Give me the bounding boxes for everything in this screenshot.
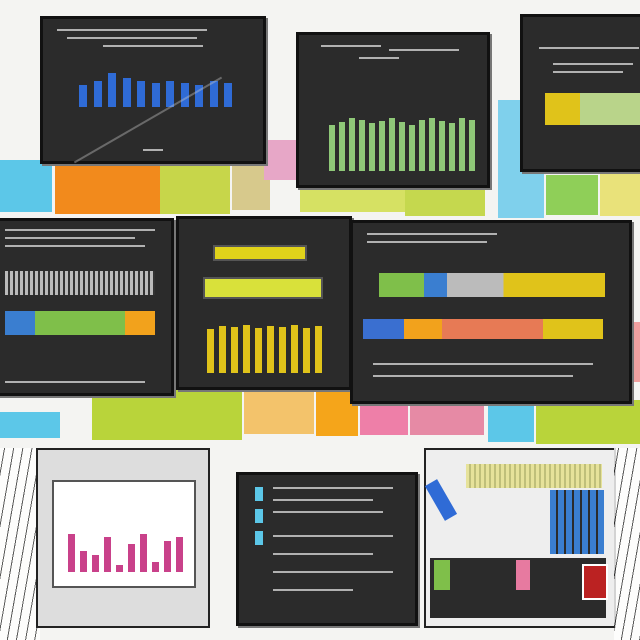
green-bar-group (329, 105, 479, 171)
bar (279, 327, 286, 373)
bar (224, 83, 233, 107)
bar (152, 561, 159, 572)
bar (369, 123, 375, 171)
gray-striped-bars (5, 271, 155, 295)
mid-center-chart-panel (176, 216, 352, 390)
bottom-right-chart-strip (466, 464, 602, 488)
orange-block (55, 162, 160, 214)
pink-block-top (264, 140, 298, 180)
bar (267, 326, 274, 373)
bar (469, 119, 475, 171)
bar (92, 554, 99, 572)
bar (195, 85, 204, 107)
multi-color-strip-bottom (363, 319, 603, 339)
bar (243, 325, 250, 373)
bar (449, 123, 455, 171)
bar (176, 537, 183, 572)
right-column-bars (550, 490, 604, 554)
bar (389, 118, 395, 171)
bar (128, 544, 135, 572)
lime-block-3 (405, 190, 485, 216)
mid-left-chart-panel (0, 218, 174, 396)
bar (80, 551, 87, 572)
yellow-subheader-bar (203, 277, 323, 299)
bar (439, 120, 445, 171)
bar (151, 83, 160, 107)
bar (379, 120, 385, 171)
cyan-marker-3 (255, 531, 263, 545)
bottom-left-frame (36, 448, 210, 628)
bar (93, 80, 102, 107)
top-right-chart-panel (520, 14, 640, 172)
bar (108, 73, 117, 107)
bar (219, 326, 226, 373)
bar (180, 83, 189, 107)
bar (104, 537, 111, 572)
bottom-right-frame (424, 448, 616, 628)
cyan-block-4 (488, 398, 534, 442)
bar (79, 85, 87, 107)
left-sketch-lines (0, 448, 40, 640)
bar (291, 325, 298, 373)
bottom-center-text-panel (236, 472, 418, 626)
pink-tab (516, 560, 530, 590)
mid-right-chart-panel (350, 220, 632, 404)
top-center-chart-panel (296, 32, 490, 188)
bottom-right-dark-box (430, 558, 608, 618)
cyan-block (0, 160, 52, 212)
bottom-left-chart (52, 480, 196, 588)
cyan-marker-2 (255, 509, 263, 523)
bar (140, 533, 147, 572)
blue-bar-group (79, 59, 239, 107)
green-tab (434, 560, 450, 590)
bar (255, 328, 262, 373)
yellow-bar-group (207, 321, 327, 373)
lime-block (160, 162, 230, 214)
red-badge (582, 564, 608, 600)
bar (339, 121, 345, 171)
bar (68, 533, 75, 572)
pink-bar-group (68, 502, 188, 572)
bar (164, 540, 171, 572)
yellow-header-bar (213, 245, 307, 261)
right-sketch-lines (614, 448, 640, 640)
yellow-block (600, 172, 640, 216)
lime-block-4 (92, 388, 242, 440)
tan-block (232, 160, 270, 210)
bar (207, 328, 214, 373)
top-left-chart-panel (40, 16, 266, 164)
lime-block-2 (300, 186, 410, 212)
bar (419, 119, 425, 171)
lime-block-5 (536, 400, 640, 444)
bar (349, 118, 355, 171)
bar (122, 78, 131, 107)
bar (116, 565, 123, 572)
cyan-block-3 (0, 412, 60, 438)
bar (399, 122, 405, 171)
green-block (546, 175, 598, 215)
peach-block (244, 390, 314, 434)
bar (329, 124, 335, 171)
bar (429, 118, 435, 171)
bar (459, 118, 465, 171)
blue-pen-icon (424, 479, 458, 521)
cyan-marker-1 (255, 487, 263, 501)
multi-color-strip-top (379, 273, 605, 297)
bar (166, 80, 175, 107)
bar (137, 80, 146, 107)
bar (359, 119, 365, 171)
yellow-green-strip (545, 93, 640, 125)
bar (409, 124, 415, 171)
blue-green-orange-strip (5, 311, 155, 335)
bar (315, 326, 322, 373)
bar (231, 327, 238, 373)
bar (209, 80, 218, 107)
bar (303, 328, 310, 373)
